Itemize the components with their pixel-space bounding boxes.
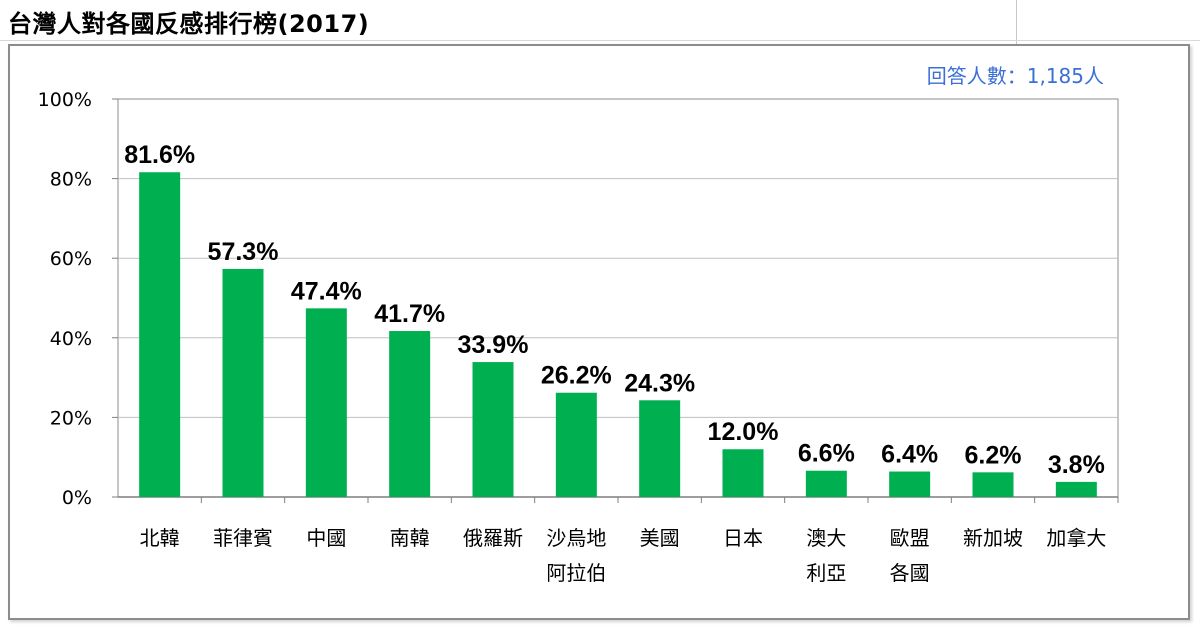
category-label: 南韓 bbox=[390, 526, 430, 550]
category-label: 俄羅斯 bbox=[463, 526, 523, 550]
category-label: 新加坡 bbox=[963, 526, 1023, 550]
divider-horizontal bbox=[0, 40, 1200, 41]
category-label: 沙烏地 bbox=[546, 526, 606, 550]
data-label: 47.4% bbox=[291, 277, 362, 305]
category-label: 各國 bbox=[890, 561, 930, 585]
category-label: 日本 bbox=[723, 526, 763, 550]
category-label: 澳大 bbox=[806, 526, 846, 550]
data-label: 12.0% bbox=[708, 418, 779, 446]
divider-vertical bbox=[1016, 0, 1017, 46]
data-label: 81.6% bbox=[124, 141, 195, 169]
bar bbox=[472, 362, 514, 497]
chart-frame: 回答人數：1,185人 bbox=[8, 44, 1190, 620]
data-label: 24.3% bbox=[624, 369, 695, 397]
y-tick-label: 100% bbox=[38, 89, 92, 111]
category-label: 阿拉伯 bbox=[546, 561, 606, 585]
data-label: 6.6% bbox=[798, 440, 855, 468]
category-label: 美國 bbox=[640, 526, 680, 550]
data-label: 6.4% bbox=[881, 441, 938, 469]
data-label: 6.2% bbox=[965, 441, 1022, 469]
category-label: 利亞 bbox=[806, 561, 846, 585]
bar bbox=[722, 449, 764, 497]
bar bbox=[639, 400, 681, 497]
data-label: 33.9% bbox=[458, 331, 529, 359]
bar bbox=[805, 470, 847, 497]
y-tick-label: 0% bbox=[62, 487, 92, 509]
category-label: 北韓 bbox=[140, 526, 180, 550]
bar bbox=[305, 308, 347, 497]
y-tick-label: 40% bbox=[50, 328, 92, 350]
data-label: 57.3% bbox=[208, 238, 279, 266]
category-label: 加拿大 bbox=[1046, 526, 1106, 550]
data-label: 3.8% bbox=[1048, 451, 1105, 479]
y-tick-label: 60% bbox=[50, 248, 92, 270]
bar bbox=[555, 392, 597, 497]
plot-area bbox=[117, 98, 1119, 498]
y-tick-label: 80% bbox=[50, 169, 92, 191]
respondents-count: 回答人數：1,185人 bbox=[926, 64, 1104, 88]
bar bbox=[222, 268, 264, 497]
bar bbox=[389, 331, 431, 497]
bar bbox=[889, 471, 931, 497]
bar bbox=[972, 472, 1014, 497]
bar bbox=[139, 172, 181, 497]
category-label: 中國 bbox=[306, 526, 346, 550]
data-label: 26.2% bbox=[541, 362, 612, 390]
bar bbox=[1055, 481, 1097, 497]
data-label: 41.7% bbox=[374, 300, 445, 328]
y-tick-label: 20% bbox=[50, 407, 92, 429]
category-label: 歐盟 bbox=[890, 526, 930, 550]
page-title: 台灣人對各國反感排行榜(2017) bbox=[8, 10, 370, 38]
category-label: 菲律賓 bbox=[213, 526, 273, 550]
